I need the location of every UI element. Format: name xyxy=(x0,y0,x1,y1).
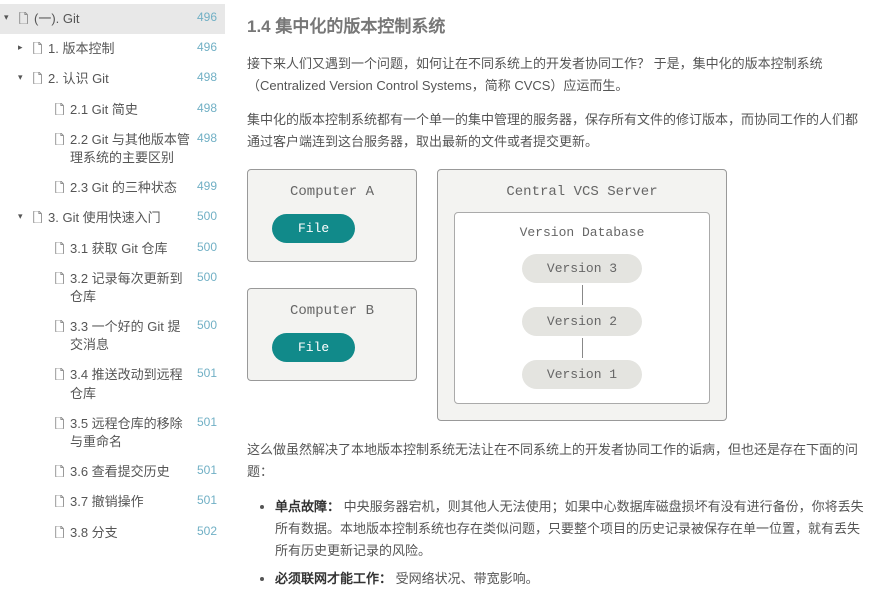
diagram-clients: Computer A File Computer B File xyxy=(247,169,417,421)
doc-icon xyxy=(54,240,70,257)
article-heading: 1.4 集中化的版本控制系统 xyxy=(247,12,868,37)
box-title: Computer B xyxy=(266,303,398,319)
nav-label: 3.5 远程仓库的移除与重命名 xyxy=(70,415,191,451)
bullet-strong: 单点故障： xyxy=(275,499,340,514)
doc-icon xyxy=(54,270,70,287)
doc-icon xyxy=(54,318,70,335)
collapse-icon: ▾ xyxy=(4,10,16,23)
nav-label: 3.2 记录每次更新到仓库 xyxy=(70,270,191,306)
server-title: Central VCS Server xyxy=(454,184,710,200)
version-pill: Version 2 xyxy=(522,307,642,336)
computer-b-box: Computer B File xyxy=(247,288,417,381)
issue-list: 单点故障： 中央服务器宕机，则其他人无法使用；如果中心数据库磁盘损坏有没有进行备… xyxy=(247,496,868,590)
page-number: 498 xyxy=(197,101,217,115)
connector-line xyxy=(582,338,583,358)
file-pill: File xyxy=(272,214,355,243)
page-number: 500 xyxy=(197,240,217,254)
doc-icon xyxy=(54,415,70,432)
sidebar-item[interactable]: 3.6 查看提交历史 501 xyxy=(0,457,225,487)
db-title: Version Database xyxy=(469,225,695,240)
collapse-icon: ▾ xyxy=(18,209,30,222)
nav-label: 3.7 撤销操作 xyxy=(70,493,191,511)
page-number: 501 xyxy=(197,463,217,477)
sidebar-item[interactable]: 3.5 远程仓库的移除与重命名 501 xyxy=(0,409,225,457)
doc-icon xyxy=(54,524,70,541)
sidebar-item[interactable]: 2.3 Git 的三种状态 499 xyxy=(0,173,225,203)
sidebar-item[interactable]: 3.1 获取 Git 仓库 500 xyxy=(0,234,225,264)
doc-icon xyxy=(18,10,34,27)
doc-icon xyxy=(54,131,70,148)
page-number: 500 xyxy=(197,270,217,284)
article-content: 1.4 集中化的版本控制系统 接下来人们又遇到一个问题，如何让在不同系统上的开发… xyxy=(225,0,890,594)
nav-label: 3. Git 使用快速入门 xyxy=(48,209,191,227)
nav-label: 3.4 推送改动到远程仓库 xyxy=(70,366,191,402)
list-item: 单点故障： 中央服务器宕机，则其他人无法使用；如果中心数据库磁盘损坏有没有进行备… xyxy=(275,496,868,562)
sidebar-item[interactable]: ▾ 3. Git 使用快速入门 500 xyxy=(0,203,225,233)
expand-icon: ▸ xyxy=(18,40,30,53)
paragraph: 集中化的版本控制系统都有一个单一的集中管理的服务器，保存所有文件的修订版本，而协… xyxy=(247,109,868,153)
nav-label: (一). Git xyxy=(34,10,191,28)
page-number: 501 xyxy=(197,366,217,380)
doc-icon xyxy=(54,493,70,510)
nav-label: 3.3 一个好的 Git 提交消息 xyxy=(70,318,191,354)
doc-icon xyxy=(32,40,48,57)
sidebar-item[interactable]: 3.7 撤销操作 501 xyxy=(0,487,225,517)
page-number: 501 xyxy=(197,493,217,507)
page-number: 502 xyxy=(197,524,217,538)
cvcs-diagram: Computer A File Computer B File Central … xyxy=(247,169,868,421)
page-number: 498 xyxy=(197,70,217,84)
page-number: 500 xyxy=(197,209,217,223)
page-number: 499 xyxy=(197,179,217,193)
page-number: 496 xyxy=(197,10,217,24)
server-box: Central VCS Server Version Database Vers… xyxy=(437,169,727,421)
doc-icon xyxy=(32,70,48,87)
doc-icon xyxy=(54,101,70,118)
computer-a-box: Computer A File xyxy=(247,169,417,262)
page-number: 501 xyxy=(197,415,217,429)
nav-label: 2.3 Git 的三种状态 xyxy=(70,179,191,197)
nav-label: 1. 版本控制 xyxy=(48,40,191,58)
page-number: 496 xyxy=(197,40,217,54)
sidebar-item[interactable]: 3.3 一个好的 Git 提交消息 500 xyxy=(0,312,225,360)
sidebar-item[interactable]: ▾ 2. 认识 Git 498 xyxy=(0,64,225,94)
sidebar-item[interactable]: 2.1 Git 简史 498 xyxy=(0,95,225,125)
box-title: Computer A xyxy=(266,184,398,200)
page-number: 500 xyxy=(197,318,217,332)
list-item: 必须联网才能工作： 受网络状况、带宽影响。 xyxy=(275,568,868,590)
page-number: 498 xyxy=(197,131,217,145)
sidebar-item[interactable]: ▾ (一). Git 496 xyxy=(0,4,225,34)
collapse-icon: ▾ xyxy=(18,70,30,83)
sidebar-item[interactable]: ▸ 1. 版本控制 496 xyxy=(0,34,225,64)
version-database: Version Database Version 3 Version 2 Ver… xyxy=(454,212,710,404)
sidebar-nav: ▾(一). Git496▸1. 版本控制496▾2. 认识 Git4982.1 … xyxy=(0,0,225,594)
nav-label: 2.2 Git 与其他版本管理系统的主要区别 xyxy=(70,131,191,167)
paragraph: 这么做虽然解决了本地版本控制系统无法让在不同系统上的开发者协同工作的诟病，但也还… xyxy=(247,439,868,483)
version-pill: Version 1 xyxy=(522,360,642,389)
doc-icon xyxy=(54,366,70,383)
nav-label: 3.8 分支 xyxy=(70,524,191,542)
nav-label: 2. 认识 Git xyxy=(48,70,191,88)
doc-icon xyxy=(54,179,70,196)
doc-icon xyxy=(32,209,48,226)
sidebar-item[interactable]: 2.2 Git 与其他版本管理系统的主要区别 498 xyxy=(0,125,225,173)
connector-line xyxy=(582,285,583,305)
doc-icon xyxy=(54,463,70,480)
version-pill: Version 3 xyxy=(522,254,642,283)
nav-label: 3.6 查看提交历史 xyxy=(70,463,191,481)
file-pill: File xyxy=(272,333,355,362)
paragraph: 接下来人们又遇到一个问题，如何让在不同系统上的开发者协同工作？ 于是，集中化的版… xyxy=(247,53,868,97)
sidebar-item[interactable]: 3.4 推送改动到远程仓库 501 xyxy=(0,360,225,408)
bullet-strong: 必须联网才能工作： xyxy=(275,571,392,586)
nav-label: 3.1 获取 Git 仓库 xyxy=(70,240,191,258)
nav-label: 2.1 Git 简史 xyxy=(70,101,191,119)
sidebar-item[interactable]: 3.2 记录每次更新到仓库 500 xyxy=(0,264,225,312)
sidebar-item[interactable]: 3.8 分支 502 xyxy=(0,518,225,548)
